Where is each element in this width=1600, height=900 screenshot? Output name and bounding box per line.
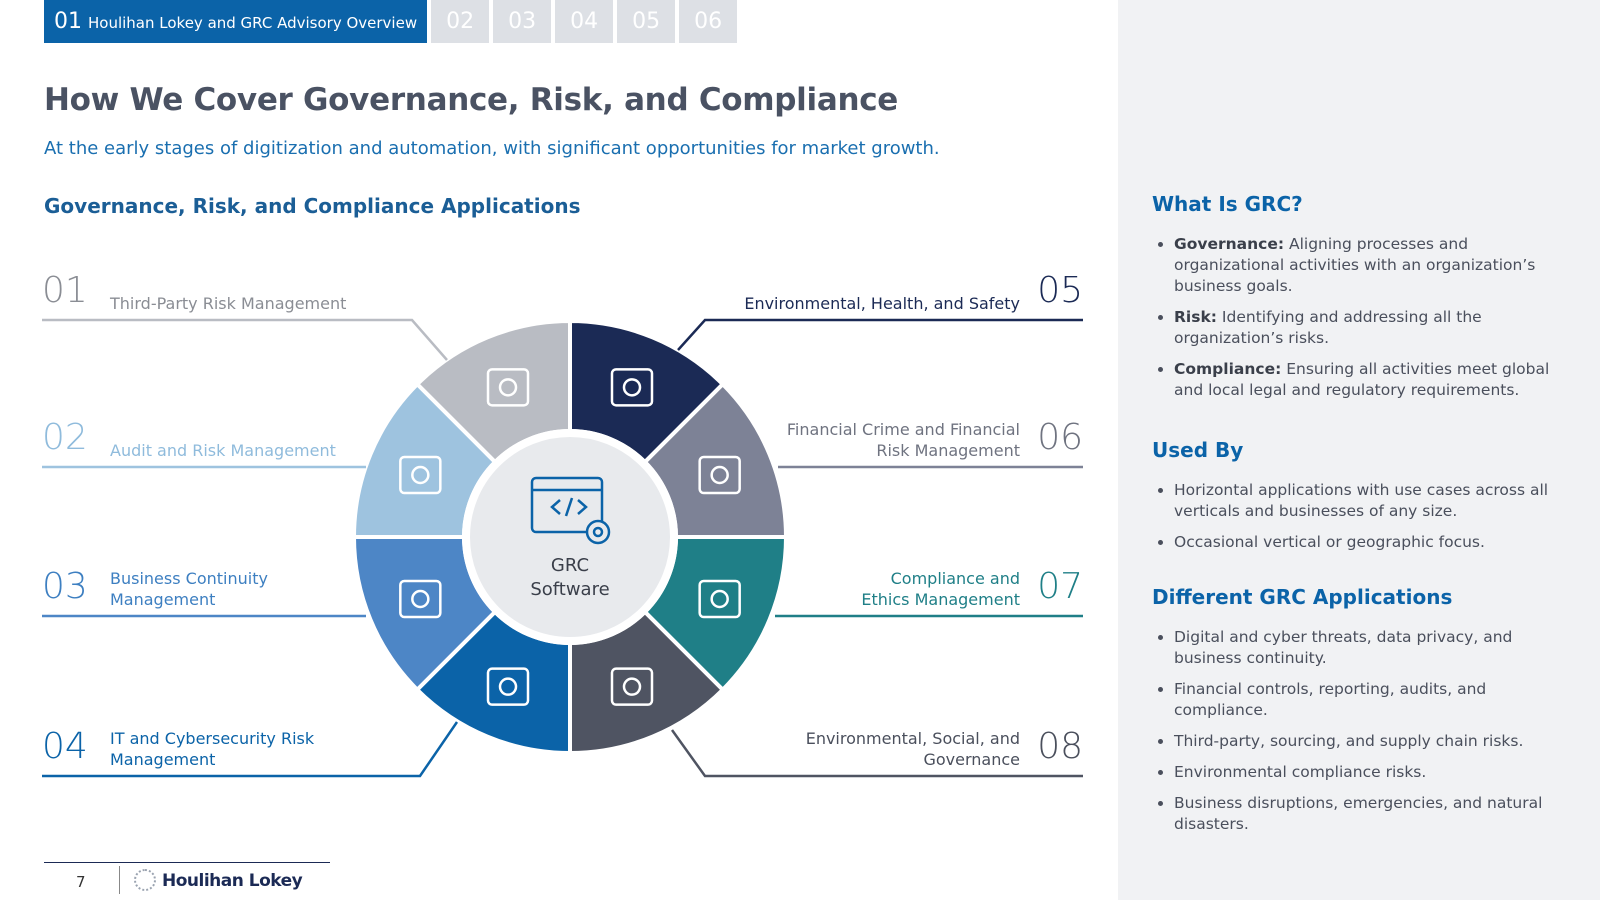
segment-icon-dot [710,589,729,609]
center-label: GRC [551,555,589,576]
segment-icon-dot [498,677,518,696]
item-number: 03 [42,566,88,607]
tab-bar: 01 Houlihan Lokey and GRC Advisory Overvi… [44,0,738,43]
page-number: 7 [76,873,86,891]
bullet-text: Aligning processes and organizational ac… [1174,235,1536,295]
item-label: Audit and Risk Management [110,441,336,460]
tab-number: 01 [54,9,82,34]
bullet: Business disruptions, emergencies, and n… [1174,793,1562,835]
tab: 06 [679,0,738,43]
footer-rule [44,862,330,863]
divider [119,866,120,894]
sidebar: What Is GRC? Governance: Aligning process… [1118,0,1600,900]
segment-icon-dot [498,378,518,397]
bullet-text: Third-party, sourcing, and supply chain … [1174,732,1524,750]
bullet-text: Ensuring all activities meet global and … [1174,360,1550,399]
bullet: Governance: Aligning processes and organ… [1174,234,1562,297]
segment-icon-dot [710,465,729,485]
tab-number: 05 [632,9,661,34]
item-label: Environmental, Health, and Safety [744,294,1020,313]
segment-icon [486,667,530,706]
item-number: 06 [1037,417,1083,458]
tab: 01 Houlihan Lokey and GRC Advisory Overvi… [44,0,428,43]
bullet: Financial controls, reporting, audits, a… [1174,679,1562,721]
segment-icon [698,579,741,619]
bullet: Third-party, sourcing, and supply chain … [1174,731,1562,752]
callout-line [677,318,1083,351]
item-label: Compliance and Ethics Management [861,569,1020,609]
segment-icon [399,579,442,619]
sidebar-heading: What Is GRC? [1152,192,1303,216]
diagram: GRC Software [42,318,1083,778]
bullet: Digital and cyber threats, data privacy,… [1174,627,1562,669]
bullet: Compliance: Ensuring all activities meet… [1174,359,1562,401]
bullet-text: Occasional vertical or geographic focus. [1174,533,1485,551]
item-number: 07 [1037,566,1083,607]
segment-icon [399,455,442,495]
bullet-list: Digital and cyber threats, data privacy,… [1152,627,1562,835]
item-label: Financial Crime and Financial Risk Manag… [786,420,1020,460]
item-number: 02 [42,417,88,458]
bullet-list: Governance: Aligning processes and organ… [1152,234,1562,401]
item-label: Business Continuity Management [110,569,268,609]
logo-globe [134,869,156,891]
sidebar-section: What Is GRC? Governance: Aligning process… [1152,192,1562,411]
tab: 05 [617,0,676,43]
tab-number: 02 [446,9,475,34]
callout-line [42,721,459,778]
center-label: Software [530,579,609,600]
sidebar-section: Different GRC Applications Digital and cy… [1152,585,1562,845]
tab-number: 06 [694,9,723,34]
title: How We Cover Governance, Risk, and Compl… [44,82,899,118]
segment-icon [610,368,654,407]
bullet-text: Digital and cyber threats, data privacy,… [1174,628,1513,667]
segment-icon [698,455,741,495]
tab: 04 [555,0,614,43]
tab: 02 [431,0,490,43]
bullet-text: Horizontal applications with use cases a… [1174,481,1549,520]
item-label: Third-Party Risk Management [110,294,347,313]
bullet-term: Risk: [1174,308,1217,326]
bullet: Risk: Identifying and addressing all the… [1174,307,1562,349]
bullet-text: Business disruptions, emergencies, and n… [1174,794,1543,833]
bullet-term: Compliance: [1174,360,1282,378]
segment-icon [486,368,530,407]
wheel [351,318,789,756]
logo: Houlihan Lokey [162,871,303,891]
item-number: 05 [1037,270,1083,311]
center-icon [530,476,611,545]
subtitle: At the early stages of digitization and … [44,138,940,159]
center [462,429,678,645]
item-label: Environmental, Social, and Governance [805,729,1020,769]
item-number: 08 [1037,726,1083,767]
sidebar-section: Used By Horizontal applications with use … [1152,438,1562,563]
segment-icon-dot [622,677,642,696]
segment-icon-dot [622,378,642,397]
bullet-text: Environmental compliance risks. [1174,763,1427,781]
callout-line [670,729,1083,778]
tab-number: 03 [508,9,537,34]
callout-line [42,318,448,361]
tab-number: 04 [570,9,599,34]
sidebar-heading: Different GRC Applications [1152,585,1453,609]
bullet-text: Identifying and addressing all the organ… [1174,308,1482,347]
section-heading: Governance, Risk, and Compliance Applica… [44,194,581,218]
tab-label: Houlihan Lokey and GRC Advisory Overview [88,14,418,32]
bullet-list: Horizontal applications with use cases a… [1152,480,1562,553]
item-label: IT and Cybersecurity Risk Management [110,729,315,769]
item-number: 04 [42,726,88,767]
bullet: Environmental compliance risks. [1174,762,1562,783]
segment-icon [610,667,654,706]
tab: 03 [493,0,552,43]
segment-icon-dot [411,465,430,485]
segment-icon-dot [411,589,430,609]
bullet: Horizontal applications with use cases a… [1174,480,1562,522]
bullet-text: Financial controls, reporting, audits, a… [1174,680,1487,719]
sidebar-heading: Used By [1152,438,1244,462]
bullet-term: Governance: [1174,235,1285,253]
item-number: 01 [42,270,88,311]
bullet: Occasional vertical or geographic focus. [1174,532,1562,553]
